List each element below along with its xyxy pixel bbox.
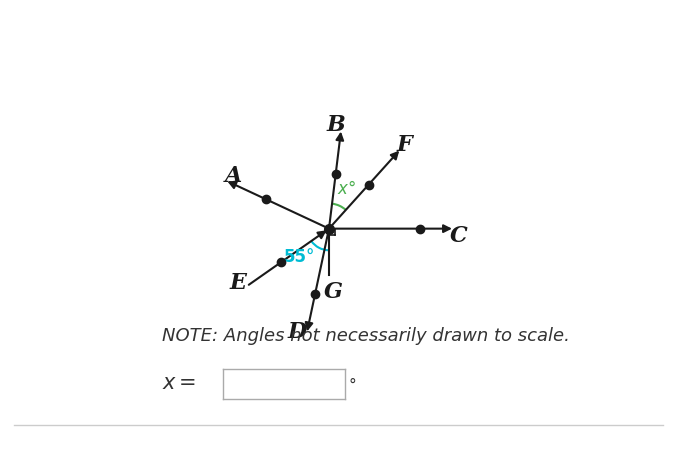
Text: E: E [229,272,246,294]
Text: A: A [225,165,242,187]
Text: $x =$: $x =$ [162,373,197,393]
Text: F: F [397,134,413,156]
Text: $x°$: $x°$ [337,180,356,198]
Text: D: D [288,321,307,343]
Text: NOTE: Angles not necessarily drawn to scale.: NOTE: Angles not necessarily drawn to sc… [162,327,570,345]
Text: B: B [326,114,345,136]
Text: °: ° [349,378,356,393]
Text: C: C [450,225,467,247]
Text: G: G [324,281,343,303]
Text: 55°: 55° [284,248,315,266]
